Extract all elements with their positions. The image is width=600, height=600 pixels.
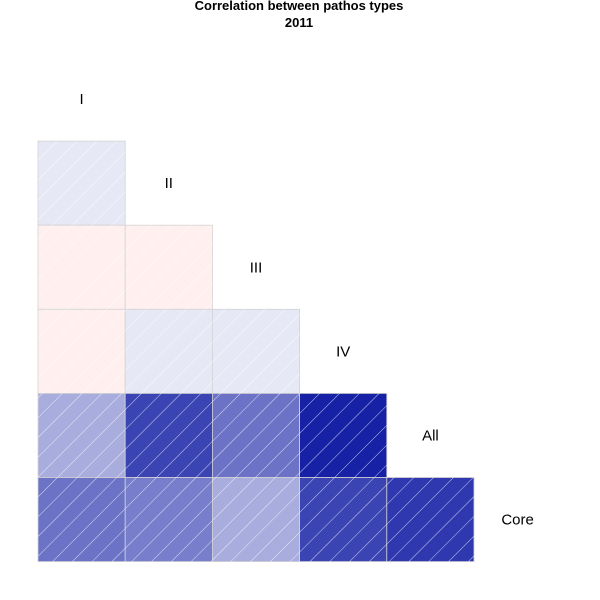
cell-core-i [37, 477, 126, 562]
cell-hatch [38, 477, 126, 562]
cell-hatch [299, 393, 387, 478]
cell-all-ii [124, 392, 213, 478]
cell-iii-ii [124, 224, 213, 310]
cell-hatch [125, 309, 213, 394]
cell-hatch [38, 309, 126, 394]
cell-core-ii [124, 477, 213, 562]
cell-iv-ii [124, 308, 213, 394]
cell-hatch [125, 393, 213, 478]
variable-label-ii: II [165, 175, 173, 192]
variable-label-iv: IV [336, 343, 350, 360]
cell-iii-i [37, 224, 126, 310]
variable-label-i: I [80, 91, 84, 108]
cell-hatch [38, 393, 126, 478]
cell-hatch [125, 225, 213, 310]
variable-label-iii: III [250, 259, 263, 276]
cell-core-all [386, 477, 475, 562]
cell-hatch [212, 393, 300, 478]
variable-label-all: All [422, 427, 439, 444]
cell-ii-i [37, 140, 126, 226]
cell-all-iii [211, 392, 300, 478]
cell-hatch [386, 477, 474, 562]
cell-iv-i [37, 308, 126, 394]
cell-all-i [37, 392, 126, 478]
cells-layer [37, 140, 475, 562]
cell-core-iii [211, 477, 300, 562]
chart-subtitle: 2011 [285, 15, 313, 30]
cell-hatch [38, 225, 126, 310]
cell-iv-iii [211, 308, 300, 394]
cell-core-iv [299, 477, 388, 562]
cell-hatch [38, 141, 126, 226]
cell-hatch [125, 477, 213, 562]
cell-hatch [212, 309, 300, 394]
cell-hatch [299, 477, 387, 562]
chart-title: Correlation between pathos types [195, 0, 404, 13]
variable-label-core: Core [501, 512, 534, 529]
cell-hatch [212, 477, 300, 562]
cell-all-iv [299, 392, 388, 478]
